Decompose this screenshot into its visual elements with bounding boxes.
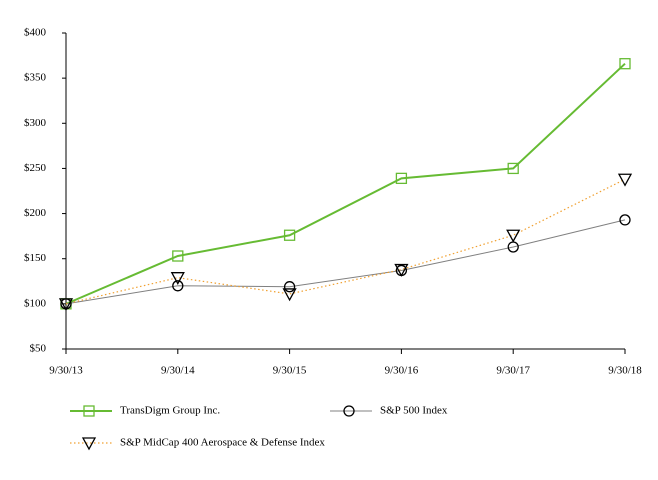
- marker: [283, 229, 296, 241]
- x-tick-label: 9/30/17: [496, 365, 530, 377]
- legend-label: S&P MidCap 400 Aerospace & Defense Index: [120, 437, 325, 449]
- marker: [83, 405, 95, 417]
- x-tick-label: 9/30/15: [273, 365, 307, 377]
- x-tick-label: 9/30/14: [161, 365, 195, 377]
- series-line: [65, 62, 626, 305]
- marker: [619, 58, 631, 70]
- y-tick-label: $250: [24, 162, 47, 174]
- marker: [172, 280, 184, 292]
- legend-label: TransDigm Group Inc.: [120, 405, 220, 417]
- x-tick-label: 9/30/13: [49, 365, 83, 377]
- marker: [619, 214, 631, 226]
- marker: [283, 281, 296, 293]
- legend-label: S&P 500 Index: [380, 405, 448, 417]
- y-tick-label: $150: [24, 252, 47, 264]
- y-tick-label: $350: [24, 72, 47, 84]
- marker: [394, 263, 409, 277]
- marker: [172, 250, 184, 262]
- y-tick-label: $50: [30, 343, 47, 355]
- marker: [507, 162, 519, 175]
- marker: [58, 298, 74, 312]
- y-tick-label: $400: [24, 27, 47, 39]
- x-tick-label: 9/30/16: [385, 365, 419, 377]
- marker: [343, 405, 355, 417]
- series-line: [65, 178, 626, 305]
- y-tick-label: $200: [24, 207, 47, 219]
- marker: [506, 229, 521, 243]
- y-tick-label: $100: [24, 297, 47, 309]
- y-tick-label: $300: [24, 117, 47, 129]
- marker: [617, 173, 633, 187]
- marker: [395, 172, 408, 185]
- series-line: [65, 219, 626, 305]
- marker: [81, 437, 97, 451]
- marker: [170, 272, 185, 286]
- x-tick-label: 9/30/18: [608, 365, 642, 377]
- marker: [282, 288, 297, 302]
